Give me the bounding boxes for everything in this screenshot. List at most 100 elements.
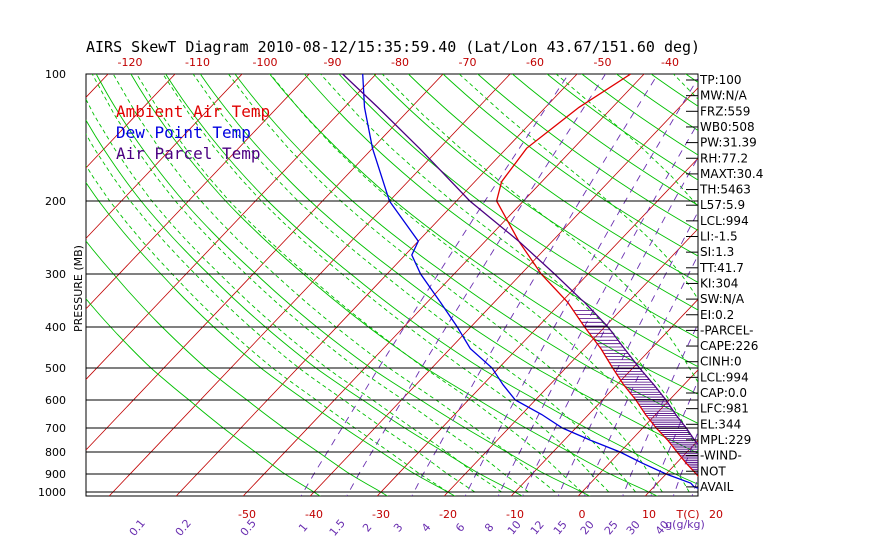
isotherm-line	[309, 87, 698, 496]
dry-adiabat	[86, 298, 321, 496]
pressure-tick-label: 300	[45, 268, 66, 281]
pressure-tick-label: 500	[45, 362, 66, 375]
index-label: LFC:981	[700, 402, 749, 416]
legend: Ambient Air Temp Dew Point Temp Air Parcel…	[116, 102, 270, 163]
moist-adiabat	[192, 74, 636, 493]
cape-hatching	[572, 310, 698, 477]
index-label: AVAIL	[700, 480, 734, 494]
top-temp-tick-label: -60	[526, 56, 544, 69]
moist-adiabat	[228, 74, 663, 493]
bottom-axis-label: T(C)	[676, 508, 700, 521]
index-label: WB0:508	[700, 120, 755, 134]
pressure-tick-label: 600	[45, 394, 66, 407]
top-temp-tick-label: -80	[391, 56, 409, 69]
isotherm-line	[86, 74, 310, 310]
bottom-temp-tick-label: -50	[238, 508, 256, 521]
isotherm-line	[443, 228, 698, 496]
pressure-tick-label: 100	[45, 68, 66, 81]
top-temp-tick-label: -120	[118, 56, 143, 69]
index-label: -WIND-	[700, 449, 742, 463]
dry-adiabat	[407, 74, 698, 283]
index-label: TP:100	[699, 73, 742, 87]
moist-adiabat	[162, 74, 610, 493]
mixing-ratio-tick-label: 2	[360, 521, 374, 535]
index-label: NOT	[700, 464, 726, 478]
isotherm-line	[823, 40, 870, 520]
mixing-ratio-tick-label: 12	[528, 518, 547, 537]
pressure-tick-label: 400	[45, 321, 66, 334]
top-temp-tick-label: -50	[594, 56, 612, 69]
top-temp-tick-label: -40	[661, 56, 679, 69]
mixing-ratio-line	[622, 322, 698, 496]
moist-adiabat	[91, 74, 529, 493]
index-label: -PARCEL-	[700, 323, 754, 337]
top-temp-tick-label: -100	[253, 56, 278, 69]
isotherm-line	[510, 298, 698, 496]
mixing-ratio-line	[464, 77, 698, 496]
mixing-ratio-tick-label: 10	[505, 518, 524, 537]
top-temp-tick-label: -90	[324, 56, 342, 69]
bottom-temp-tick-label: 10	[642, 508, 656, 521]
mixing-ratio-ticks: 0.1 0.2 0.5 1 1.5 2 3 4 6 8 10 12 15 20 25 30 40g(g/kg)	[127, 517, 705, 539]
dry-adiabat	[803, 40, 870, 520]
index-label: TT:41.7	[699, 261, 744, 275]
isotherm-line	[86, 74, 444, 451]
mixing-ratio-tick-label: 30	[624, 518, 643, 537]
bottom-temp-ticks: -50 -40 -30 -20 -10 0 10 20 T(C)	[238, 508, 723, 521]
isotherm-line	[108, 74, 511, 496]
series-line-air-parcel-temp	[342, 74, 698, 446]
index-label: RH:77.2	[700, 151, 748, 165]
mixing-ratio-tick-label: 1	[296, 521, 310, 535]
isotherm-line	[577, 369, 698, 496]
dry-adiabat	[511, 74, 698, 206]
isotherm-line	[0, 40, 6, 520]
dry-adiabat	[615, 74, 698, 131]
mixing-ratio-tick-label: 20	[578, 518, 597, 537]
dry-adiabat	[303, 74, 698, 368]
legend-entry: Air Parcel Temp	[116, 144, 261, 163]
mixing-ratio-line	[522, 156, 698, 496]
legend-entry: Dew Point Temp	[116, 123, 251, 142]
bottom-temp-tick-label: 20	[709, 508, 723, 521]
dry-adiabat	[86, 119, 524, 496]
index-label: CAP:0.0	[700, 386, 747, 400]
series-line-dew-point-temp	[362, 74, 698, 489]
index-label: SW:N/A	[700, 292, 745, 306]
legend-entry: Ambient Air Temp	[116, 102, 270, 121]
chart-title: AIRS SkewT Diagram 2010-08-12/15:35:59.4…	[86, 38, 700, 56]
dry-adiabat	[86, 181, 456, 496]
index-label: TH:5463	[699, 183, 751, 197]
moist-adiabat	[112, 74, 556, 493]
bottom-temp-tick-label: -30	[372, 508, 390, 521]
dry-adiabat	[338, 74, 698, 339]
isotherm-line	[242, 74, 645, 496]
mixing-ratio-line	[769, 74, 870, 501]
top-temp-tick-label: -70	[459, 56, 477, 69]
mixing-ratio-tick-label: 0.2	[173, 517, 194, 539]
index-label: MW:N/A	[700, 89, 748, 103]
mixing-ratio-tick-label: 15	[551, 518, 570, 537]
moist-adiabat	[86, 98, 502, 493]
mixing-ratio-line	[411, 74, 659, 496]
mixing-ratio-axis-label: g(g/kg)	[665, 518, 705, 531]
pressure-ticks: 100 200 300 400 500 600 700 800 900 1000	[38, 68, 66, 499]
mixing-ratio-tick-label: 25	[602, 518, 621, 537]
dry-adiabat	[477, 74, 698, 231]
index-label: FRZ:559	[700, 104, 750, 118]
moist-adiabat	[136, 74, 583, 493]
dry-adiabat	[95, 74, 591, 496]
dry-adiabat	[234, 74, 698, 424]
dry-adiabat	[130, 74, 659, 496]
dry-adiabat	[581, 74, 698, 156]
dry-adiabat	[442, 74, 698, 257]
index-label: LCL:994	[700, 370, 749, 384]
index-label: CAPE:226	[700, 339, 758, 353]
index-label: PW:31.39	[700, 136, 757, 150]
top-temp-tick-label: -110	[185, 56, 210, 69]
dry-adiabat	[737, 40, 870, 520]
mixing-ratio-lines	[300, 74, 870, 501]
index-label: MPL:229	[700, 433, 751, 447]
dry-adiabat	[836, 40, 870, 520]
